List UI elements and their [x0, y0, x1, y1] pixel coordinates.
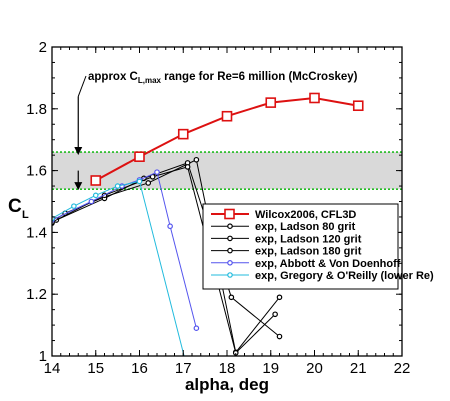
annotation-leader [77, 75, 87, 97]
series-4 [52, 169, 200, 331]
legend-label: exp, Ladson 180 grit [255, 246, 362, 258]
data-point [193, 156, 200, 163]
legend-item: exp, Abbott & Von Doenhoff [211, 258, 401, 270]
legend-label: exp, Gregory & O'Reilly (lower Re) [255, 270, 434, 282]
legend-label: exp, Abbott & Von Doenhoff [255, 258, 401, 270]
y-tick-label: 1.6 [26, 163, 47, 180]
y-tick-label: 1.2 [26, 286, 47, 303]
x-tick-label: 17 [175, 360, 192, 377]
data-point [265, 97, 277, 108]
data-point [193, 325, 200, 331]
legend-marker [227, 272, 233, 278]
legend-item: exp, Ladson 120 grit [211, 233, 362, 245]
band-fill [52, 152, 402, 190]
series-layer [52, 92, 364, 356]
x-tick-label: 20 [306, 360, 323, 377]
data-point [221, 110, 233, 122]
legend-item: exp, Gregory & O'Reilly (lower Re) [211, 270, 434, 282]
series-line [52, 171, 197, 329]
data-point [136, 178, 143, 185]
data-point [88, 198, 95, 205]
legend-marker [227, 259, 233, 266]
data-point [134, 151, 145, 162]
legend-item: exp, Ladson 80 grit [211, 221, 356, 233]
x-tick-label: 21 [350, 360, 367, 377]
x-tick-label: 19 [262, 360, 279, 377]
series-0 [90, 92, 364, 186]
data-point [272, 311, 278, 318]
legend-marker [227, 235, 233, 242]
data-point [177, 128, 189, 140]
y-tick-label: 2 [39, 39, 47, 56]
legend-item: exp, Ladson 180 grit [211, 246, 362, 258]
legend-label: exp, Ladson 80 grit [255, 221, 356, 233]
svg-text:L: L [22, 209, 29, 221]
data-point [184, 164, 191, 170]
data-point [90, 175, 102, 186]
x-tick-label: 22 [394, 360, 411, 377]
data-point [71, 203, 77, 209]
legend-item: Wilcox2006, CFL3D [211, 208, 356, 221]
x-tick-label: 18 [219, 360, 236, 377]
data-point [276, 333, 283, 340]
clmax-band [52, 151, 402, 190]
data-point [114, 183, 121, 189]
axis-ticks: 14 15 16 17 18 19 20 21 22 1 1.2 1.4 1.6 1.8 2 [26, 39, 410, 377]
y-tick-label: 1.8 [26, 101, 47, 118]
legend-marker [224, 208, 235, 220]
legend-marker [227, 247, 233, 254]
x-tick-label: 14 [44, 360, 61, 377]
annotation: approx CL,max range for Re=6 million (Mc… [74, 71, 358, 191]
x-tick-label: 15 [87, 360, 104, 377]
x-axis-title: alpha, deg [185, 375, 269, 394]
y-tick-label: 1 [39, 348, 47, 365]
series-line [52, 180, 185, 356]
x-tick-label: 16 [131, 360, 148, 377]
data-point [276, 294, 283, 301]
legend-marker [227, 223, 233, 230]
data-point [228, 294, 235, 301]
y-tick-label: 1.4 [26, 224, 47, 241]
y-axis-title: C L [8, 196, 29, 221]
data-point [92, 192, 99, 199]
data-point [167, 223, 173, 230]
legend-label: exp, Ladson 120 grit [255, 233, 362, 245]
data-point [154, 169, 160, 175]
svg-text:C: C [8, 196, 22, 217]
legend-label: Wilcox2006, CFL3D [255, 209, 356, 221]
data-point [145, 180, 152, 186]
data-point [352, 100, 364, 112]
data-point [309, 92, 320, 104]
annotation-text: approx CL,max range for Re=6 million (Mc… [88, 71, 358, 85]
series-5 [52, 178, 185, 356]
